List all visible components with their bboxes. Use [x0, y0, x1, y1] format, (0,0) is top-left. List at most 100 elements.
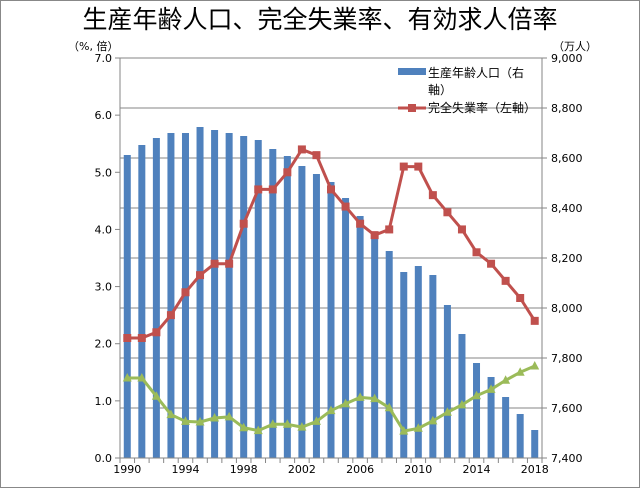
right-tick-label: 8,000: [551, 302, 583, 315]
jobs-ratio-point-1999: [253, 425, 263, 435]
jobs-ratio-point-2012: [442, 407, 452, 416]
left-tick-label: 7.0: [95, 52, 113, 65]
bar-2011: [429, 275, 437, 458]
bar-2013: [458, 334, 466, 458]
jobs-ratio-point-2008: [384, 402, 394, 412]
unemployment-point-2005: [341, 202, 350, 211]
x-tick-label: 2014: [463, 463, 491, 476]
x-tick-label: 2006: [346, 463, 374, 476]
legend-bar-swatch: [398, 68, 426, 75]
bar-2009: [400, 272, 408, 458]
unemployment-point-2013: [457, 225, 466, 234]
jobs-ratio-point-2005: [341, 398, 351, 408]
left-tick-label: 4.0: [95, 223, 113, 236]
legend-label-unemployment: 完全失業率（左軸）: [428, 100, 536, 115]
bar-1995: [196, 127, 204, 458]
unemployment-point-2014: [472, 248, 481, 257]
jobs-ratio-point-2000: [268, 419, 278, 428]
left-tick-label: 1.0: [95, 395, 113, 408]
legend-square-marker: [408, 104, 416, 112]
unemployment-point-1993: [166, 311, 175, 320]
x-tick-label: 1994: [171, 463, 199, 476]
bar-2012: [443, 305, 451, 458]
right-tick-label: 8,200: [551, 252, 583, 265]
jobs-ratio-point-2009: [399, 426, 409, 435]
unemployment-point-2016: [501, 276, 510, 285]
unemployment-point-2003: [312, 151, 321, 160]
jobs-ratio-point-2004: [326, 405, 336, 415]
unemployment-point-2001: [283, 168, 292, 177]
jobs-ratio-point-1996: [210, 413, 220, 422]
unemployment-point-2010: [414, 162, 423, 171]
unemployment-point-2011: [428, 191, 437, 200]
unemployment-point-1998: [239, 219, 248, 228]
jobs-ratio-point-1995: [195, 417, 205, 426]
jobs-ratio-point-2002: [297, 422, 307, 431]
jobs-ratio-point-2001: [282, 419, 292, 428]
right-tick-label: 9,000: [551, 52, 583, 65]
jobs-ratio-point-2016: [501, 375, 511, 384]
jobs-ratio-point-1997: [224, 411, 234, 421]
bar-1991: [138, 145, 146, 458]
unemployment-point-1997: [225, 259, 234, 268]
unemployment-point-2015: [487, 259, 496, 268]
bar-1996: [211, 130, 219, 458]
jobs-ratio-point-1998: [239, 422, 249, 432]
bar-2018: [531, 430, 539, 458]
chart-title: 生産年齢人口、完全失業率、有効求人倍率: [82, 5, 558, 34]
right-tick-label: 7,600: [551, 402, 583, 415]
bar-2006: [356, 216, 364, 458]
bar-2017: [516, 414, 524, 458]
unemployment-point-2000: [268, 185, 277, 194]
jobs-ratio-point-2003: [311, 416, 321, 425]
jobs-ratio-point-1990: [122, 373, 132, 382]
bar-2002: [298, 166, 306, 458]
left-tick-label: 2.0: [95, 338, 113, 351]
bar-2016: [502, 397, 510, 458]
unemployment-point-2004: [327, 185, 335, 194]
jobs-ratio-point-2017: [515, 367, 525, 376]
left-tick-label: 6.0: [95, 109, 113, 122]
jobs-ratio-point-2014: [472, 390, 482, 400]
unemployment-point-2009: [399, 162, 408, 171]
bar-2001: [283, 156, 291, 458]
jobs-ratio-point-1994: [180, 416, 190, 425]
bar-1992: [152, 138, 160, 458]
jobs-ratio-point-2010: [413, 423, 423, 432]
unemployment-point-2017: [516, 294, 525, 302]
bar-1998: [240, 136, 248, 458]
jobs-ratio-point-2007: [370, 393, 380, 403]
bar-2010: [414, 266, 422, 458]
bar-2005: [342, 198, 350, 458]
right-tick-label: 8,400: [551, 202, 583, 215]
bar-2008: [385, 251, 393, 458]
unemployment-point-1999: [254, 185, 263, 194]
unemployment-point-2002: [297, 145, 306, 154]
jobs-ratio-point-2015: [486, 384, 496, 393]
jobs-ratio-point-2018: [530, 361, 540, 370]
bar-2015: [487, 377, 495, 458]
unemployment-point-2012: [443, 208, 452, 217]
legend-label-population: 生産年齢人口（右: [428, 65, 524, 80]
bar-2000: [269, 149, 277, 458]
x-tick-label: 2010: [404, 463, 432, 476]
bar-1990: [123, 155, 131, 458]
x-tick-label: 1998: [230, 463, 258, 476]
unemployment-point-2007: [370, 231, 379, 240]
unemployment-point-2006: [356, 219, 365, 228]
jobs-ratio-point-2011: [428, 415, 438, 425]
unemployment-point-1992: [152, 328, 161, 337]
bar-2007: [371, 235, 379, 458]
unemployment-point-2018: [530, 316, 539, 325]
x-tick-label: 2002: [288, 463, 316, 476]
left-tick-label: 5.0: [95, 166, 113, 179]
bar-1993: [167, 133, 175, 458]
bar-2014: [473, 363, 481, 458]
jobs-ratio-point-2006: [355, 392, 365, 401]
bar-2004: [327, 182, 335, 458]
jobs-ratio-point-1991: [137, 373, 147, 382]
right-tick-label: 8,600: [551, 152, 583, 165]
right-tick-label: 7,800: [551, 352, 583, 365]
left-axis-unit: （%, 倍）: [68, 39, 118, 53]
